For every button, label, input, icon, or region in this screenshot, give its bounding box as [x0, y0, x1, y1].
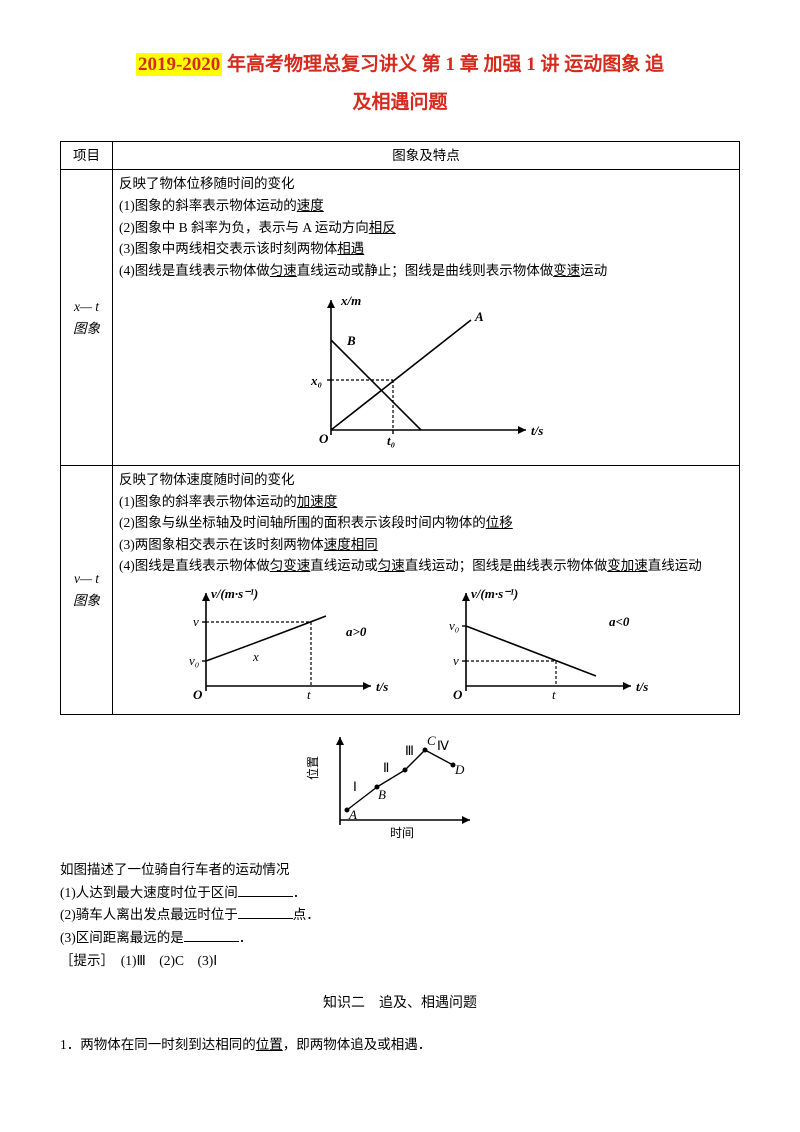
svg-text:O: O — [453, 687, 463, 702]
xt-pt1: (1)图象的斜率表示物体运动的速度 — [119, 195, 733, 217]
table-row-xt: x— t 图象 反映了物体位移随时间的变化 (1)图象的斜率表示物体运动的速度 … — [61, 170, 740, 466]
xt-chart: x/m t/s O A B x₀ t₀ — [119, 285, 733, 462]
header-col2: 图象及特点 — [113, 141, 740, 170]
xt-label: x— t 图象 — [61, 170, 113, 466]
svg-text:O: O — [193, 687, 203, 702]
svg-text:C: C — [427, 733, 436, 748]
svg-text:v: v — [453, 653, 459, 668]
vt-pt4: (4)图线是直线表示物体做匀变速直线运动或匀速直线运动；图线是曲线表示物体做变加… — [119, 555, 733, 577]
svg-text:Ⅳ: Ⅳ — [437, 738, 449, 753]
xt-content: 反映了物体位移随时间的变化 (1)图象的斜率表示物体运动的速度 (2)图象中 B… — [113, 170, 740, 466]
svg-text:Ⅰ: Ⅰ — [353, 779, 357, 794]
title-rest: 年高考物理总复习讲义 第 1 章 加强 1 讲 运动图象 追 — [222, 54, 664, 75]
svg-text:a>0: a>0 — [346, 624, 367, 639]
svg-text:a<0: a<0 — [609, 614, 630, 629]
svg-text:Ⅱ: Ⅱ — [383, 760, 389, 775]
q3: (3)区间距离最远的是． — [60, 927, 740, 949]
xt-intro: 反映了物体位移随时间的变化 — [119, 173, 733, 195]
svg-text:t/s: t/s — [376, 679, 388, 694]
q1: (1)人达到最大速度时位于区间． — [60, 882, 740, 904]
svg-text:O: O — [319, 431, 329, 446]
section2-head: 知识二 追及、相遇问题 — [60, 993, 740, 1015]
svg-text:t/s: t/s — [636, 679, 648, 694]
svg-text:v₀: v₀ — [449, 618, 459, 633]
svg-text:A: A — [348, 807, 357, 822]
svg-text:B: B — [346, 333, 356, 348]
title-line-1: 2019-2020 年高考物理总复习讲义 第 1 章 加强 1 讲 运动图象 追 — [60, 50, 740, 80]
table-header-row: 项目 图象及特点 — [61, 141, 740, 170]
vt-charts: v/(m·s⁻¹) t/s O v v₀ t x a>0 — [119, 581, 733, 711]
svg-text:位置: 位置 — [305, 756, 320, 780]
xt-pt3: (3)图象中两线相交表示该时刻两物体相遇 — [119, 238, 733, 260]
q2: (2)骑车人离出发点最远时位于点． — [60, 904, 740, 926]
questions-block: 如图描述了一位骑自行车者的运动情况 (1)人达到最大速度时位于区间． (2)骑车… — [60, 859, 740, 971]
svg-text:x/m: x/m — [340, 293, 361, 308]
svg-text:x₀: x₀ — [310, 373, 322, 388]
svg-text:v/(m·s⁻¹): v/(m·s⁻¹) — [471, 586, 518, 601]
svg-text:Ⅲ: Ⅲ — [405, 743, 414, 758]
xt-pt2: (2)图象中 B 斜率为负，表示与 A 运动方向相反 — [119, 217, 733, 239]
q-intro: 如图描述了一位骑自行车者的运动情况 — [60, 859, 740, 881]
section2-p1: 1．两物体在同一时刻到达相同的位置，即两物体追及或相遇． — [60, 1034, 740, 1056]
vt-pt1: (1)图象的斜率表示物体运动的加速度 — [119, 491, 733, 513]
svg-text:x: x — [252, 649, 259, 664]
svg-text:t: t — [307, 687, 311, 702]
table-row-vt: v— t 图象 反映了物体速度随时间的变化 (1)图象的斜率表示物体运动的加速度… — [61, 465, 740, 714]
vt-pt2: (2)图象与纵坐标轴及时间轴所围的面积表示该段时间内物体的位移 — [119, 512, 733, 534]
vt-content: 反映了物体速度随时间的变化 (1)图象的斜率表示物体运动的加速度 (2)图象与纵… — [113, 465, 740, 714]
svg-text:v/(m·s⁻¹): v/(m·s⁻¹) — [211, 586, 258, 601]
svg-text:t₀: t₀ — [387, 433, 395, 448]
header-col1: 项目 — [61, 141, 113, 170]
vt-intro: 反映了物体速度随时间的变化 — [119, 469, 733, 491]
vt-pt3: (3)两图象相交表示在该时刻两物体速度相同 — [119, 534, 733, 556]
svg-text:时间: 时间 — [390, 826, 414, 840]
main-table: 项目 图象及特点 x— t 图象 反映了物体位移随时间的变化 (1)图象的斜率表… — [60, 141, 740, 715]
svg-text:D: D — [454, 762, 465, 777]
position-chart: 位置 时间 Ⅰ Ⅱ Ⅲ Ⅳ A B C D — [60, 725, 740, 853]
vt-label: v— t 图象 — [61, 465, 113, 714]
svg-text:B: B — [378, 787, 386, 802]
svg-text:v₀: v₀ — [189, 653, 199, 668]
svg-text:t: t — [552, 687, 556, 702]
title-highlight: 2019-2020 — [136, 53, 222, 76]
q-hint: ［提示］ (1)Ⅲ (2)C (3)Ⅰ — [60, 950, 740, 972]
svg-text:t/s: t/s — [531, 423, 543, 438]
title-line-2: 及相遇问题 — [60, 88, 740, 118]
svg-text:A: A — [474, 309, 484, 324]
xt-pt4: (4)图线是直线表示物体做匀速直线运动或静止；图线是曲线则表示物体做变速运动 — [119, 260, 733, 282]
svg-text:v: v — [193, 614, 199, 629]
